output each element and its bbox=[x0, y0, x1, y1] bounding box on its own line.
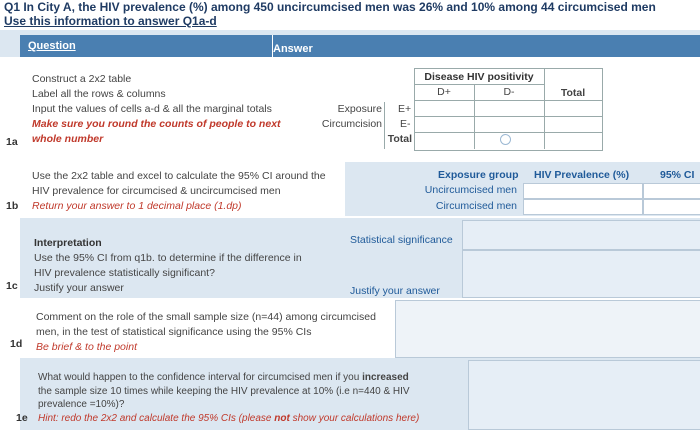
ci-uncircumcised-input[interactable] bbox=[643, 183, 700, 199]
q1d-answer-input[interactable] bbox=[395, 300, 700, 358]
q1e-answer-input[interactable] bbox=[468, 360, 700, 430]
col-hiv-prevalence: HIV Prevalence (%) bbox=[534, 169, 630, 181]
row-circumcised: Circumcised men bbox=[435, 200, 517, 212]
col-exposure-group: Exposure group bbox=[438, 169, 519, 181]
q1b-text: Use the 2x2 table and excel to calculate… bbox=[32, 170, 326, 212]
q1d-text: Comment on the role of the small sample … bbox=[36, 311, 376, 353]
prev-circumcised-input[interactable] bbox=[523, 199, 643, 215]
question-column-header: Question bbox=[20, 35, 272, 57]
prev-uncircumcised-input[interactable] bbox=[523, 183, 643, 199]
q1e-text: What would happen to the confidence inte… bbox=[38, 372, 420, 424]
d-minus-label: D- bbox=[503, 86, 515, 98]
cursor-icon bbox=[500, 134, 511, 145]
cell-d[interactable] bbox=[475, 117, 544, 132]
disease-header: Disease HIV positivity bbox=[424, 71, 534, 83]
justify-answer-label: Justify your answer bbox=[350, 285, 440, 297]
q1b-label: 1b bbox=[6, 200, 19, 212]
q1a-label: 1a bbox=[6, 136, 18, 148]
circumcision-label: Circumcision bbox=[321, 118, 382, 130]
ci-circumcised-input[interactable] bbox=[643, 199, 700, 215]
row-1a bbox=[20, 57, 700, 161]
exposure-label: Exposure bbox=[337, 103, 382, 115]
q1a-text: Construct a 2x2 table Label all the rows… bbox=[32, 73, 281, 145]
cell-a[interactable] bbox=[415, 101, 474, 116]
e-plus-label: E+ bbox=[398, 103, 412, 115]
q1c-text: Interpretation Use the 95% CI from q1b. … bbox=[34, 237, 302, 294]
question-instruction: Use this information to answer Q1a-d bbox=[4, 14, 217, 28]
q1e-label: 1e bbox=[16, 412, 28, 424]
statistical-significance-label: Statistical significance bbox=[350, 234, 453, 246]
q1d-label: 1d bbox=[10, 338, 23, 350]
row-total-label: Total bbox=[387, 133, 412, 145]
answer-column-header: Answer bbox=[272, 35, 700, 57]
cell-b[interactable] bbox=[475, 101, 544, 116]
justify-answer-input[interactable] bbox=[462, 250, 700, 298]
row-uncircumcised: Uncircumcised men bbox=[424, 184, 517, 196]
q1c-label: 1c bbox=[6, 280, 18, 292]
col-95-ci: 95% CI bbox=[660, 169, 695, 181]
e-minus-label: E- bbox=[400, 118, 411, 130]
d-plus-label: D+ bbox=[437, 86, 451, 98]
statistical-significance-input[interactable] bbox=[462, 220, 700, 250]
question-title: Q1 In City A, the HIV prevalence (%) amo… bbox=[4, 0, 656, 14]
cell-c[interactable] bbox=[415, 117, 474, 132]
total-label: Total bbox=[560, 87, 586, 99]
